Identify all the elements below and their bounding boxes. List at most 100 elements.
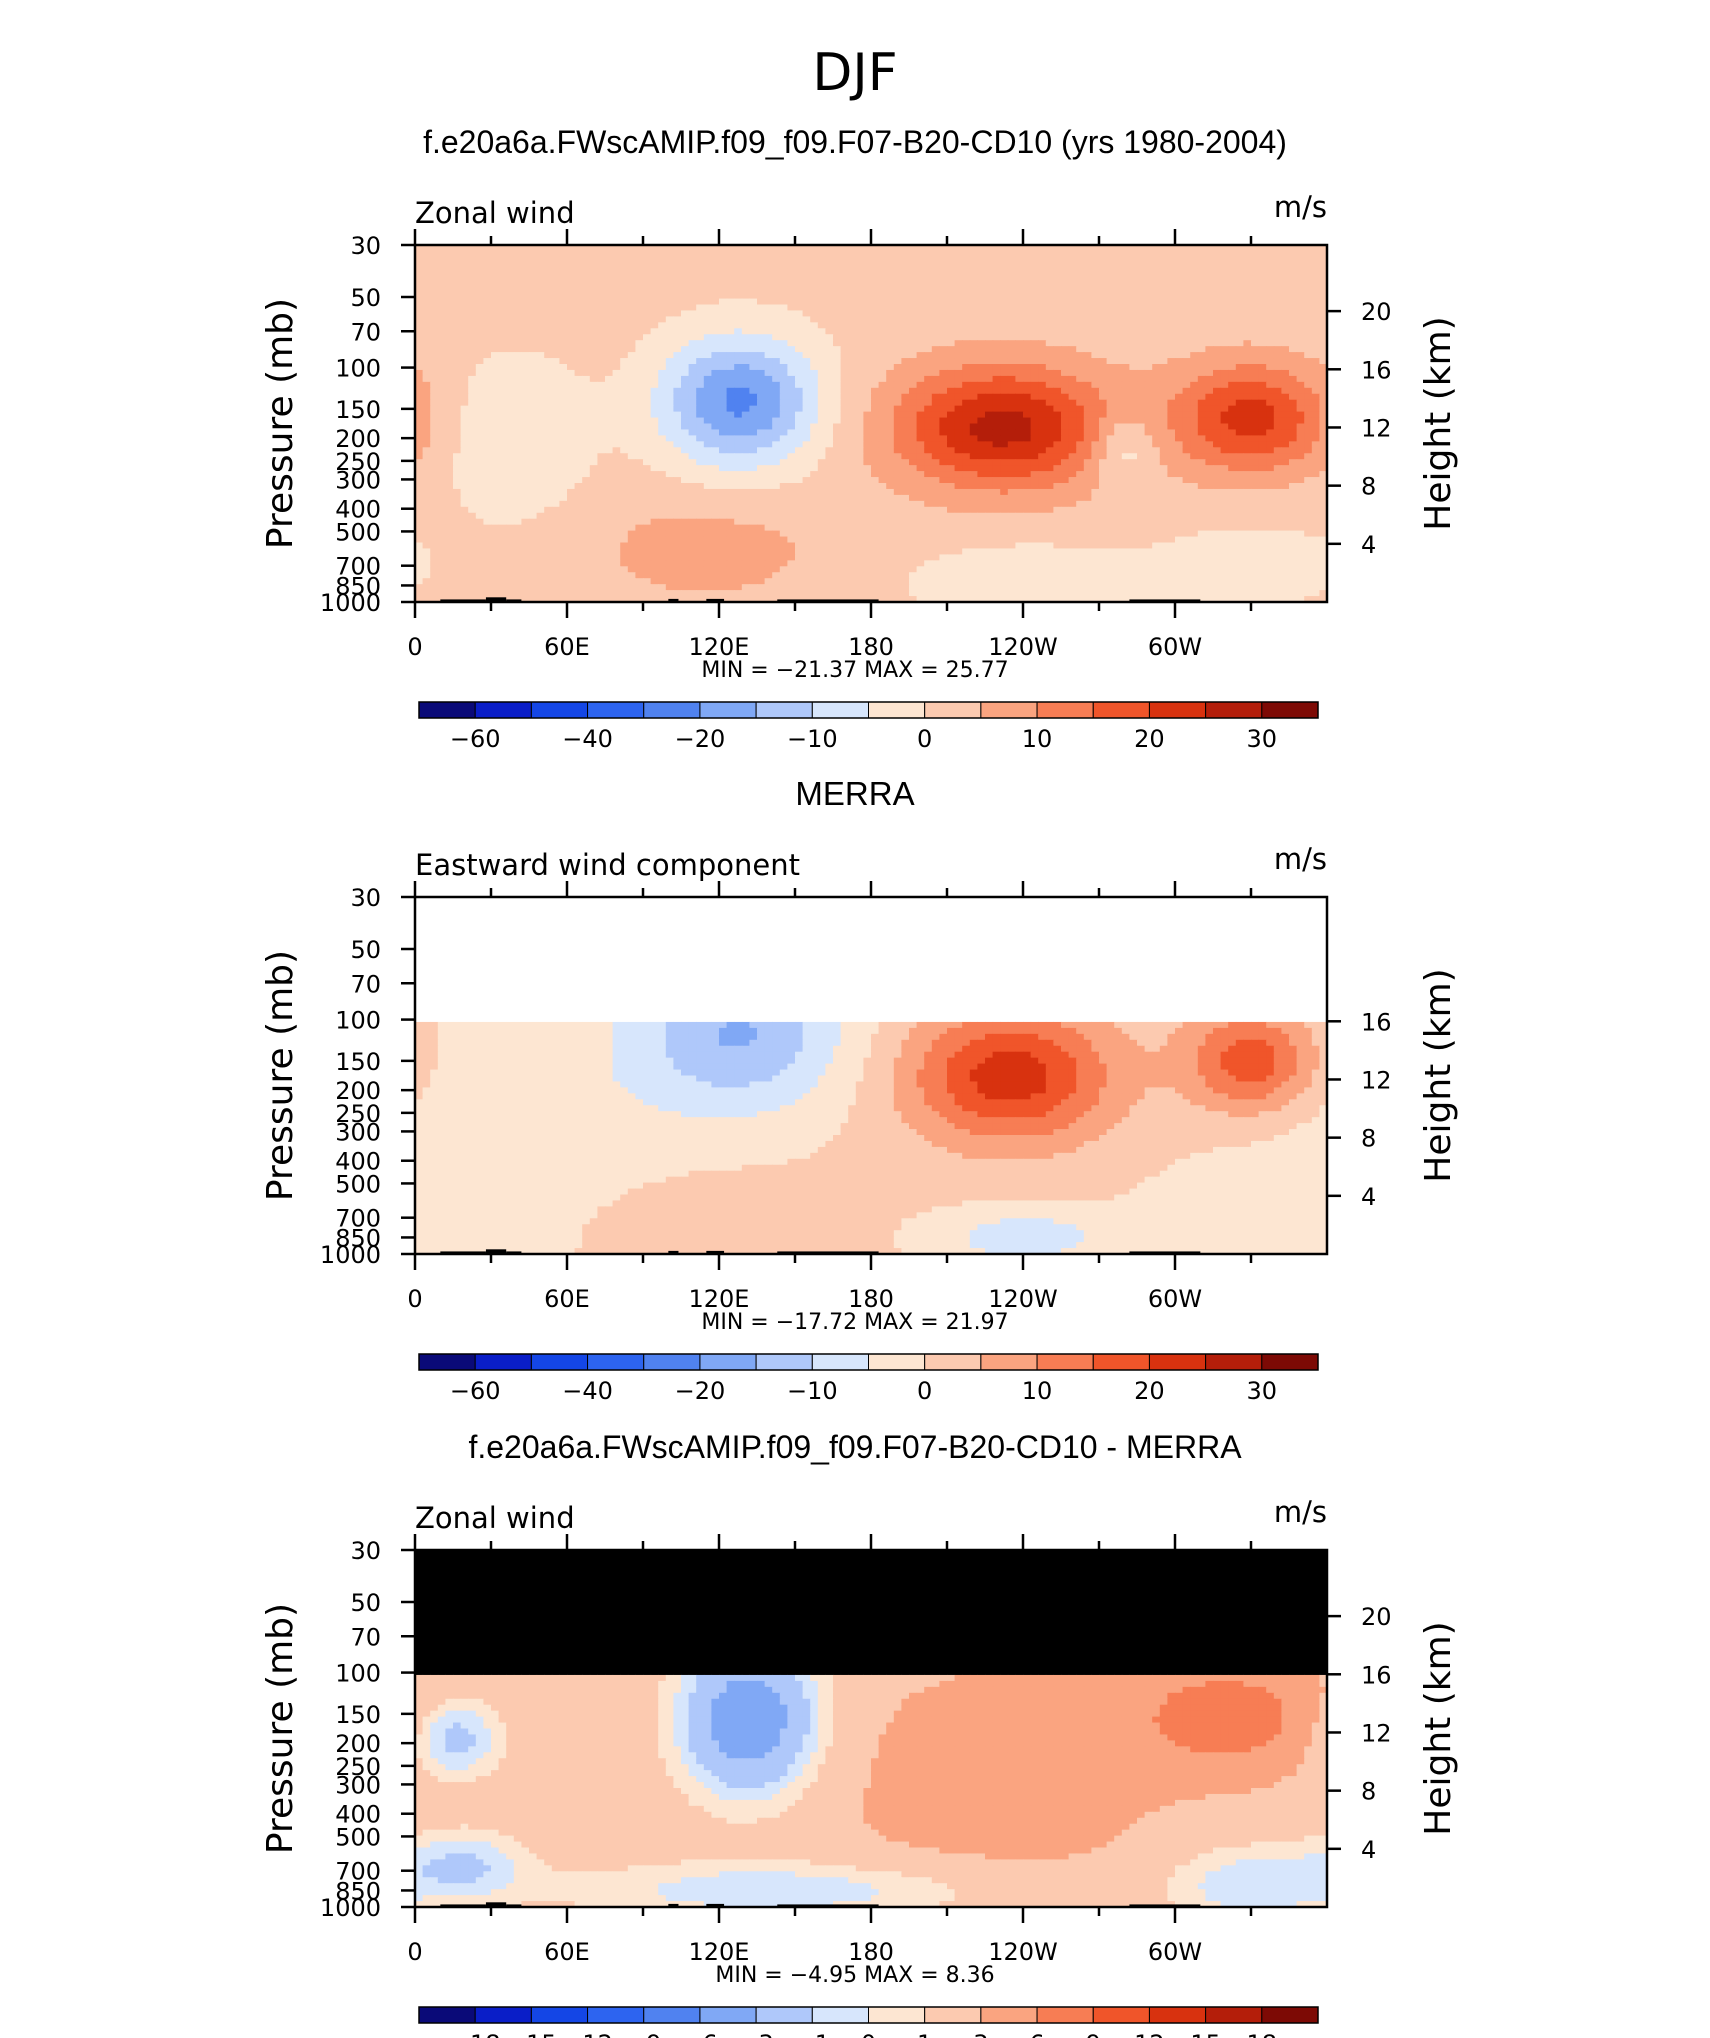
contour-cell	[506, 280, 515, 288]
contour-cell	[779, 405, 788, 413]
contour-cell	[817, 399, 826, 407]
contour-cell	[954, 477, 963, 484]
contour-cell	[1213, 262, 1222, 270]
contour-cell	[635, 328, 644, 335]
contour-cell	[1152, 358, 1161, 365]
contour-cell	[863, 245, 872, 252]
contour-cell	[1030, 280, 1039, 288]
contour-cell	[787, 477, 796, 484]
contour-cell	[992, 471, 1001, 478]
contour-cell	[871, 340, 880, 347]
contour-cell	[1159, 322, 1168, 329]
contour-cell	[901, 280, 910, 288]
contour-cell	[734, 292, 743, 300]
contour-cell	[1144, 483, 1153, 490]
contour-cell	[863, 477, 872, 484]
contour-cell	[445, 346, 454, 353]
contour-cell	[422, 328, 431, 335]
contour-cell	[491, 399, 500, 407]
contour-cell	[1038, 298, 1047, 306]
contour-cell	[863, 358, 872, 365]
contour-cell	[681, 298, 690, 306]
contour-cell	[962, 304, 971, 312]
contour-cell	[1228, 286, 1237, 294]
contour-cell	[1319, 423, 1327, 431]
contour-cell	[1007, 286, 1016, 294]
contour-cell	[871, 411, 880, 419]
contour-cell	[559, 465, 568, 472]
contour-cell	[597, 387, 606, 395]
contour-cell	[1220, 429, 1229, 436]
contour-cell	[1213, 417, 1222, 425]
contour-cell	[878, 328, 887, 335]
contour-cell	[460, 459, 469, 466]
contour-cell	[559, 471, 568, 478]
contour-cell	[582, 405, 591, 413]
contour-cell	[1061, 245, 1070, 252]
contour-cell	[415, 352, 424, 359]
contour-cell	[422, 292, 431, 300]
contour-cell	[491, 465, 500, 472]
contour-cell	[1015, 310, 1024, 317]
contour-cell	[1007, 471, 1016, 478]
contour-cell	[931, 381, 940, 389]
contour-cell	[589, 286, 598, 294]
contour-cell	[612, 310, 621, 317]
contour-cell	[1289, 334, 1298, 341]
contour-cell	[1114, 381, 1123, 389]
contour-cell	[468, 381, 477, 389]
contour-cell	[1266, 340, 1275, 347]
contour-cell	[1007, 352, 1016, 359]
contour-cell	[1197, 316, 1206, 323]
contour-cell	[498, 387, 507, 395]
contour-cell	[665, 423, 674, 431]
contour-cell	[559, 429, 568, 436]
contour-cell	[1023, 435, 1032, 442]
contour-cell	[893, 483, 902, 490]
contour-cell	[1167, 340, 1176, 347]
contour-cell	[1304, 477, 1313, 484]
contour-cell	[992, 280, 1001, 288]
contour-cell	[688, 387, 697, 395]
contour-cell	[468, 393, 477, 401]
contour-cell	[696, 393, 705, 401]
contour-cell	[475, 488, 484, 496]
contour-cell	[650, 352, 659, 359]
contour-cell	[1243, 369, 1252, 377]
contour-cell	[909, 286, 918, 294]
contour-cell	[1197, 298, 1206, 306]
contour-cell	[1182, 364, 1191, 371]
contour-cell	[1175, 471, 1184, 478]
contour-cell	[453, 459, 462, 466]
contour-cell	[589, 435, 598, 442]
contour-cell	[1228, 435, 1237, 442]
contour-cell	[871, 488, 880, 496]
contour-cell	[795, 459, 804, 466]
contour-cell	[506, 411, 515, 419]
contour-cell	[673, 262, 682, 270]
contour-cell	[483, 316, 492, 323]
contour-cell	[802, 483, 811, 490]
contour-cell	[574, 393, 583, 401]
contour-cell	[779, 328, 788, 335]
contour-cell	[833, 286, 842, 294]
contour-cell	[605, 280, 614, 288]
contour-cell	[848, 447, 857, 454]
contour-cell	[1114, 292, 1123, 300]
contour-cell	[909, 381, 918, 389]
contour-cell	[673, 375, 682, 383]
contour-cell	[483, 310, 492, 317]
contour-cell	[1311, 393, 1320, 401]
contour-cell	[855, 298, 864, 306]
contour-cell	[597, 364, 606, 371]
contour-cell	[688, 340, 697, 347]
contour-cell	[1228, 423, 1237, 431]
contour-cell	[612, 262, 621, 270]
contour-cell	[909, 322, 918, 329]
contour-cell	[1228, 369, 1237, 377]
contour-cell	[597, 459, 606, 466]
contour-cell	[795, 262, 804, 270]
contour-cell	[582, 334, 591, 341]
contour-cell	[1190, 417, 1199, 425]
contour-cell	[498, 471, 507, 478]
